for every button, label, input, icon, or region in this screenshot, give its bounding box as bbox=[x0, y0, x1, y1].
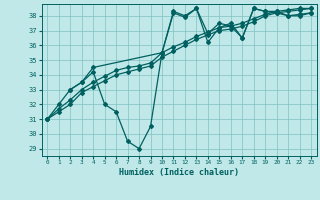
X-axis label: Humidex (Indice chaleur): Humidex (Indice chaleur) bbox=[119, 168, 239, 177]
